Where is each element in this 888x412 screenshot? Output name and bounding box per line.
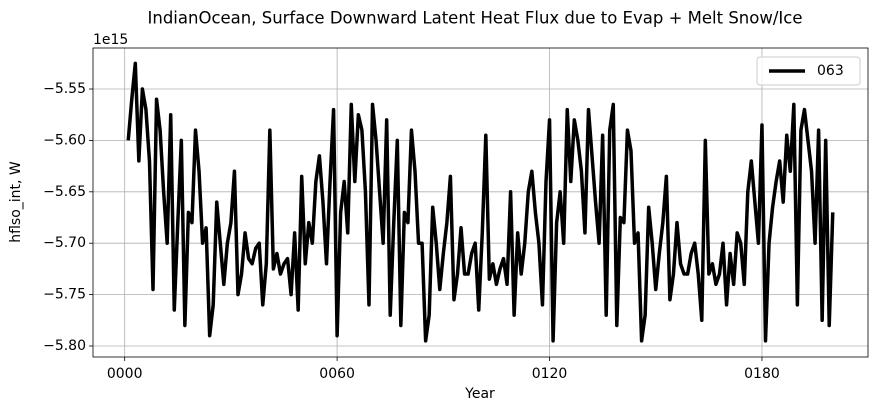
y-tick-label: −5.80	[43, 338, 86, 354]
offset-label: 1e15	[93, 32, 128, 48]
y-tick-label: −5.60	[43, 132, 86, 148]
chart-title: IndianOcean, Surface Downward Latent Hea…	[148, 9, 803, 28]
legend-label: 063	[817, 63, 844, 79]
y-tick-label: −5.55	[43, 81, 86, 97]
data-line	[126, 61, 835, 343]
plot-frame	[92, 47, 869, 358]
y-tick-label: −5.75	[43, 287, 86, 303]
x-tick-label: 0060	[319, 366, 355, 382]
x-tick-label: 0120	[532, 366, 568, 382]
y-tick-label: −5.70	[43, 235, 86, 251]
x-tick-label: 0180	[744, 366, 780, 382]
x-axis-label: Year	[464, 386, 495, 402]
y-tick-label: −5.65	[43, 184, 86, 200]
x-tick-label: 0000	[107, 366, 143, 382]
y-axis-label: hflso_int, W	[8, 161, 24, 243]
legend-box	[756, 56, 861, 86]
